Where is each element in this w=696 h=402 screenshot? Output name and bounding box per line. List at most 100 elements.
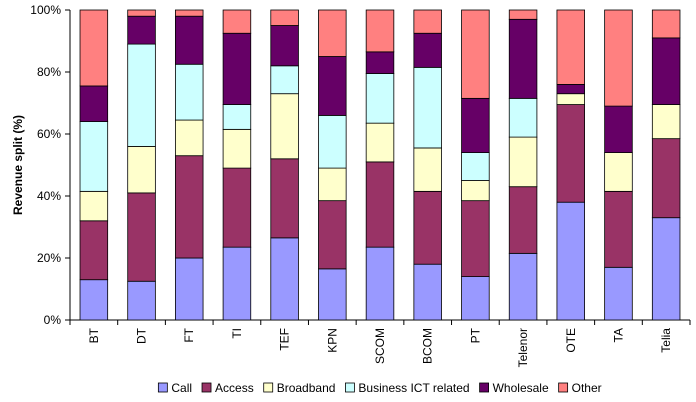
bar-segment-wholesale <box>127 15 156 45</box>
x-tick-label: SCOM <box>373 328 387 364</box>
bar-segment-business-ict-related <box>270 65 299 95</box>
x-tick-label: BCOM <box>421 328 435 364</box>
x-tick-label: OTE <box>564 328 578 353</box>
bar-segment-call <box>174 257 204 321</box>
bar-segment-business-ict-related <box>127 43 156 147</box>
bar-segment-call <box>556 201 586 321</box>
bar-segment-other <box>270 9 299 26</box>
bar-segment-call <box>461 276 490 321</box>
bar-segment-broadband <box>127 145 156 194</box>
bar-segment-broadband <box>222 128 252 169</box>
bar-segment-broadband <box>174 119 204 157</box>
y-axis-title: Revenue split (%) <box>11 115 25 215</box>
bar-segment-access <box>413 190 442 265</box>
bar-segment-access <box>365 161 395 248</box>
y-tick-label: 20% <box>37 251 61 265</box>
bar-segment-broadband <box>413 147 442 192</box>
bar-segment-call <box>318 268 347 321</box>
bar-segment-other <box>79 9 109 87</box>
bar-segment-call <box>79 279 109 321</box>
legend-swatch <box>479 382 490 393</box>
legend: Call Access Broadband Business ICT related W… <box>157 381 602 395</box>
legend-item: Access <box>201 381 254 395</box>
legend-swatch <box>263 382 274 393</box>
bar-segment-wholesale <box>651 37 681 105</box>
bar-segment-broadband <box>79 190 109 222</box>
bar-segment-access <box>461 200 490 277</box>
bar-segment-access <box>318 200 347 270</box>
bar-segment-access <box>604 190 633 268</box>
plot-area: 0% 20% 40% 60% 80% 100% BT DT FT TI TEF KPN SCOM BCOM… <box>30 3 691 367</box>
bar-segment-call <box>508 252 538 321</box>
bar-segment-other <box>365 9 395 53</box>
bar-segment-access <box>127 192 156 282</box>
bar-segment-other <box>174 9 204 17</box>
bar-segment-access <box>174 155 204 259</box>
bar-segment-other <box>604 9 633 107</box>
legend-item: Broadband <box>263 381 336 395</box>
bar-segment-access <box>651 138 681 219</box>
x-tick-label: TEF <box>278 328 292 351</box>
bar-segment-wholesale <box>174 15 204 65</box>
bar-segment-broadband <box>270 93 299 160</box>
bar-segment-call <box>222 246 252 321</box>
x-tick-label: BT <box>87 327 101 343</box>
x-tick-label: TA <box>611 328 625 342</box>
bar-segment-call <box>651 217 681 321</box>
legend-swatch <box>345 382 355 393</box>
legend-label: Call <box>171 381 192 395</box>
bar-segment-other <box>508 9 538 20</box>
bar-segment-wholesale <box>413 32 442 68</box>
bar-segment-call <box>270 237 299 321</box>
bar-segment-other <box>318 9 347 57</box>
x-tick-label: FT <box>182 327 196 342</box>
bar-segment-access <box>222 167 252 248</box>
bar-segment-business-ict-related <box>318 115 347 169</box>
y-tick-label: 40% <box>37 189 61 203</box>
bar-segment-access <box>508 186 538 254</box>
bar-segment-other <box>461 9 490 99</box>
x-tick-label: PT <box>468 327 482 343</box>
bar-segment-broadband <box>556 93 586 105</box>
bar-segment-business-ict-related <box>79 121 109 192</box>
y-tick-label: 0% <box>44 313 62 327</box>
legend-swatch <box>157 382 168 393</box>
bar-segment-broadband <box>365 122 395 163</box>
y-tick-label: 60% <box>37 127 61 141</box>
x-tick-label: KPN <box>325 328 339 353</box>
legend-swatch <box>201 382 212 393</box>
bar-segment-broadband <box>461 180 490 202</box>
bar-segment-wholesale <box>461 97 490 153</box>
bar-segment-business-ict-related <box>508 97 538 138</box>
bar-segment-business-ict-related <box>365 73 395 124</box>
legend-item: Wholesale <box>479 381 549 395</box>
legend-item: Business ICT related <box>345 381 470 395</box>
x-tick-label: TI <box>230 328 244 339</box>
bar-segment-wholesale <box>365 51 395 74</box>
bar-segment-other <box>556 9 586 85</box>
bar-segment-access <box>270 158 299 239</box>
bar-segment-business-ict-related <box>222 104 252 130</box>
bar-segment-other <box>127 9 156 17</box>
bar-segment-access <box>556 104 586 203</box>
bar-segment-access <box>79 220 109 281</box>
bar-segment-other <box>413 9 442 34</box>
legend-label: Access <box>215 381 254 395</box>
legend-label: Business ICT related <box>358 381 469 395</box>
bar-segment-business-ict-related <box>461 152 490 181</box>
legend-label: Other <box>572 381 602 395</box>
x-tick-label: Telia <box>659 328 673 353</box>
bar-segment-broadband <box>604 152 633 192</box>
legend-label: Wholesale <box>493 381 549 395</box>
legend-item: Call <box>157 381 192 395</box>
bar-segment-wholesale <box>318 56 347 116</box>
bar-segment-call <box>604 266 633 321</box>
bar-segment-wholesale <box>604 105 633 153</box>
bar-segment-wholesale <box>508 18 538 99</box>
legend-label: Broadband <box>277 381 336 395</box>
legend-item: Other <box>558 381 602 395</box>
bar-segment-other <box>222 9 252 34</box>
bar-segment-wholesale <box>556 84 586 95</box>
bar-segment-business-ict-related <box>413 66 442 149</box>
